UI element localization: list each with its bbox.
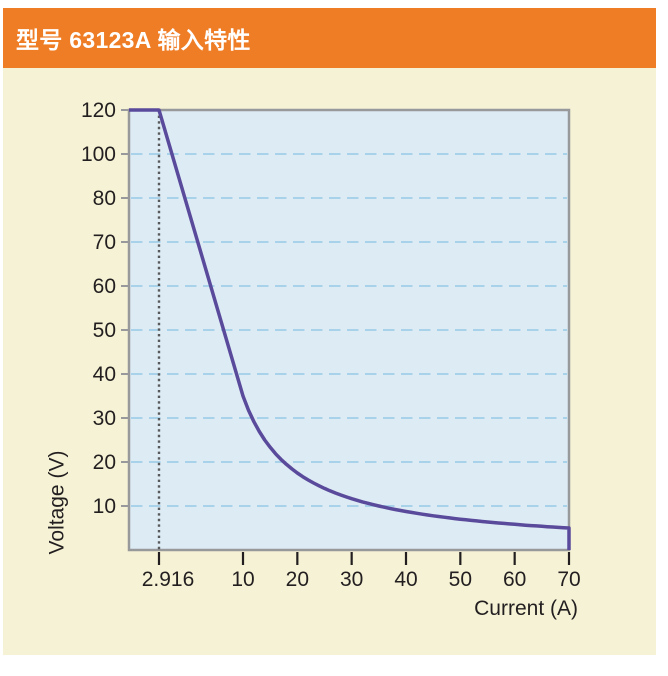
y-tick-label-30: 30 — [93, 407, 116, 430]
x-tick-label-70: 70 — [557, 568, 580, 591]
y-tick-label-80: 80 — [93, 187, 116, 210]
x-tick-label-50: 50 — [449, 568, 472, 591]
y-tick-label-50: 50 — [93, 319, 116, 342]
y-tick-label-70: 70 — [93, 231, 116, 254]
section-header: 型号 63123A 输入特性 — [3, 8, 656, 68]
x-tick-label-2.916: 2.916 — [142, 568, 195, 591]
section-title: 型号 63123A 输入特性 — [16, 27, 251, 53]
x-tick-label-10: 10 — [231, 568, 254, 591]
x-tick-label-20: 20 — [286, 568, 309, 591]
y-tick-label-100: 100 — [81, 143, 116, 166]
y-tick-label-40: 40 — [93, 363, 116, 386]
x-tick-label-60: 60 — [503, 568, 526, 591]
input-characteristic-curve — [129, 108, 571, 550]
y-tick-label-60: 60 — [93, 275, 116, 298]
y-tick-label-10: 10 — [93, 495, 116, 518]
y-axis-title: Voltage (V) — [45, 450, 69, 555]
plot-frame — [127, 108, 571, 552]
y-tick-label-20: 20 — [93, 451, 116, 474]
y-tick-label-120: 120 — [81, 99, 116, 122]
x-tick-label-40: 40 — [394, 568, 417, 591]
x-tick-label-30: 30 — [340, 568, 363, 591]
x-axis-title: Current (A) — [474, 597, 578, 620]
